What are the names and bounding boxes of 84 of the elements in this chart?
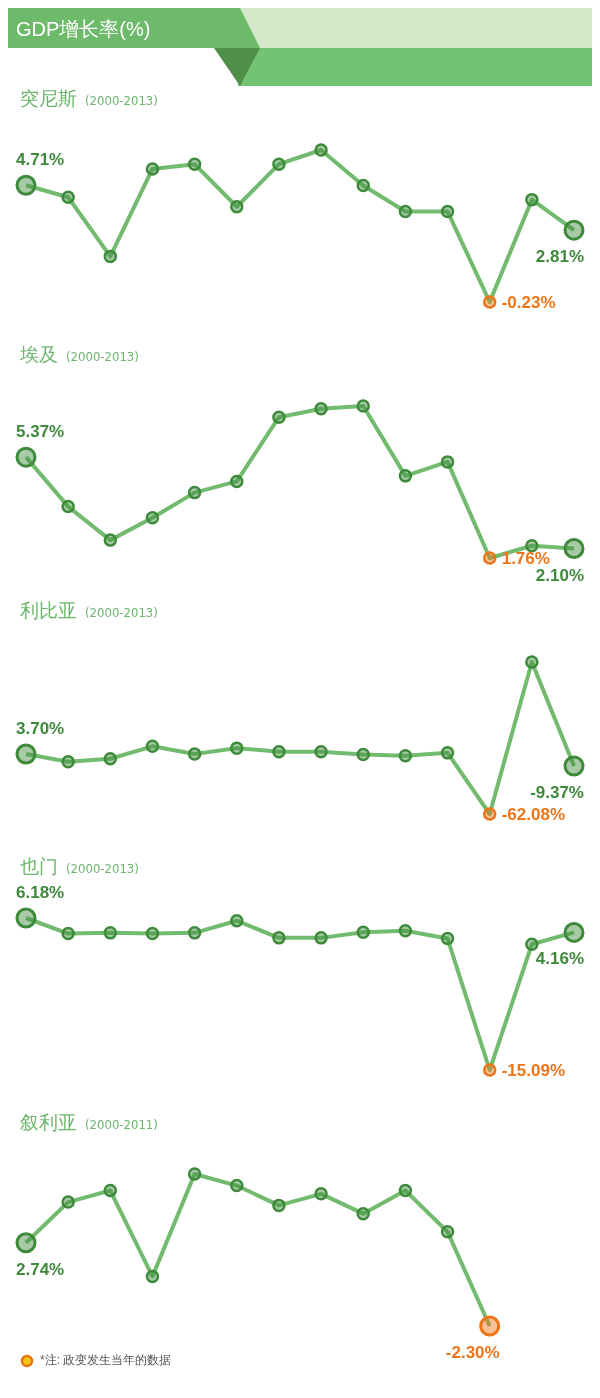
point xyxy=(440,455,455,469)
point xyxy=(187,926,202,940)
point xyxy=(145,511,160,525)
point xyxy=(61,926,75,941)
point xyxy=(314,143,328,157)
data-label: -15.09% xyxy=(501,1061,566,1080)
data-label: 3.70% xyxy=(16,719,65,739)
data-label: 2.74% xyxy=(16,1259,65,1279)
data-label: 5.37% xyxy=(16,422,65,442)
point xyxy=(314,744,328,759)
chart-title: 利比亚 xyxy=(20,600,77,621)
point xyxy=(187,485,202,500)
point xyxy=(398,469,413,483)
point xyxy=(187,1167,202,1181)
chart-title: 也门 xyxy=(20,856,58,877)
point xyxy=(314,931,328,945)
point xyxy=(230,741,244,755)
point xyxy=(61,1195,75,1209)
point xyxy=(314,1187,328,1201)
point xyxy=(356,747,370,762)
point xyxy=(272,931,286,945)
point xyxy=(145,926,160,941)
point xyxy=(145,739,160,754)
point xyxy=(356,178,370,193)
point xyxy=(356,1206,370,1221)
data-label: 1.76% xyxy=(501,549,550,568)
point xyxy=(398,749,413,763)
point xyxy=(145,162,160,176)
point xyxy=(272,157,286,171)
point xyxy=(61,755,75,769)
data-label: -9.37% xyxy=(530,782,584,802)
data-label: 2.81% xyxy=(535,247,584,267)
point xyxy=(103,1183,118,1198)
chart-subtitle: (2000-2013) xyxy=(66,861,139,876)
point xyxy=(145,1269,160,1284)
chart-subtitle: (2000-2013) xyxy=(85,93,158,108)
point xyxy=(482,551,497,565)
chart-subtitle: (2000-2011) xyxy=(85,1117,158,1132)
data-label: 4.16% xyxy=(535,949,584,969)
point xyxy=(103,249,118,264)
point xyxy=(272,744,286,759)
data-label: 4.71% xyxy=(16,150,65,170)
point xyxy=(398,923,413,938)
point xyxy=(272,1198,286,1213)
point xyxy=(314,402,328,416)
point xyxy=(103,533,118,547)
point xyxy=(230,1178,244,1193)
point xyxy=(187,747,202,761)
chart-title: 叙利亚 xyxy=(20,1112,77,1133)
point xyxy=(440,931,455,946)
point xyxy=(482,295,497,309)
text: *注: 政变发生当年的数据 xyxy=(40,1352,172,1369)
point xyxy=(103,752,118,766)
data-label: 6.18% xyxy=(16,883,65,902)
text: GDP增长率(%) xyxy=(16,17,151,42)
data-label: -0.23% xyxy=(501,293,556,312)
point xyxy=(440,746,455,760)
point xyxy=(482,807,497,821)
point xyxy=(230,474,244,489)
point xyxy=(525,937,539,952)
point xyxy=(440,1225,455,1239)
chart-title: 突尼斯 xyxy=(20,88,77,109)
point xyxy=(356,925,370,939)
point xyxy=(525,192,539,207)
chart-subtitle: (2000-2013) xyxy=(66,349,139,364)
point xyxy=(230,199,244,214)
chart-title: 埃及 xyxy=(20,344,58,365)
point xyxy=(61,499,75,514)
point xyxy=(525,655,539,669)
point xyxy=(356,399,370,413)
point xyxy=(272,410,286,424)
point xyxy=(482,1063,497,1077)
point xyxy=(103,926,118,940)
chart-subtitle: (2000-2013) xyxy=(85,605,158,620)
point xyxy=(230,913,244,928)
point xyxy=(398,1183,413,1198)
point xyxy=(440,204,455,219)
point xyxy=(398,204,413,219)
data-label: -62.08% xyxy=(501,805,566,824)
point xyxy=(187,157,202,171)
data-label: 2.10% xyxy=(535,565,584,585)
point xyxy=(525,538,539,553)
data-label: -2.30% xyxy=(445,1343,500,1362)
point xyxy=(61,190,75,205)
